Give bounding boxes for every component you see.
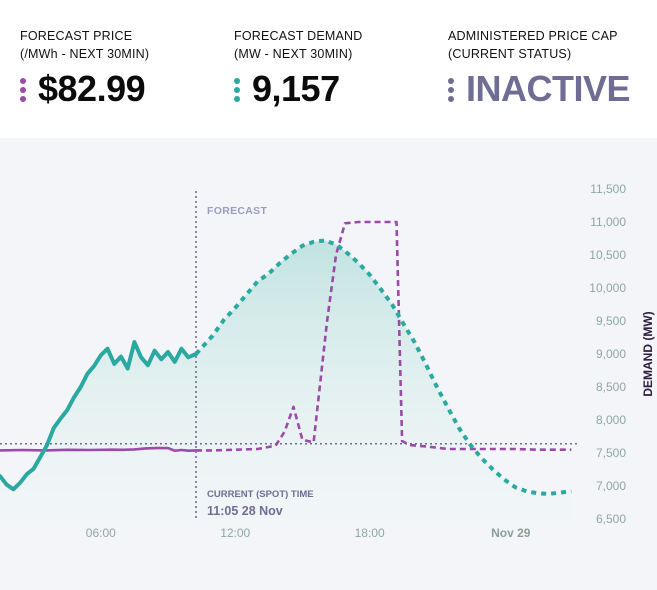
series-demand-forecast <box>194 238 572 496</box>
stat-label: ADMINISTERED PRICE CAP <box>448 29 618 43</box>
y-tick-label: 11,500 <box>590 182 626 196</box>
series-demand-actual <box>0 340 198 492</box>
stat-value: 9,157 <box>252 68 340 109</box>
current-time-value: 11:05 28 Nov <box>207 504 283 518</box>
y-tick-label: 9,500 <box>596 314 626 328</box>
stat-forecast-demand: FORECAST DEMAND (MW - NEXT 30MIN) 9,157 <box>234 27 362 109</box>
stat-sublabel: (CURRENT STATUS) <box>448 47 572 61</box>
series-price-forecast <box>196 220 572 452</box>
stats-header: FORECAST PRICE (/MWh - NEXT 30MIN) $82.9… <box>0 0 657 138</box>
y-tick-label: 11,000 <box>590 215 626 229</box>
stat-sublabel: (MW - NEXT 30MIN) <box>234 47 353 61</box>
y-tick-label: 6,500 <box>596 512 626 526</box>
legend-dots-icon <box>20 78 26 102</box>
y-tick-label: 9,000 <box>596 347 626 361</box>
y-tick-label: 10,000 <box>589 281 626 295</box>
legend-dots-icon <box>448 78 454 102</box>
stat-price-cap: ADMINISTERED PRICE CAP (CURRENT STATUS) … <box>448 27 631 109</box>
stat-label: FORECAST DEMAND <box>234 29 363 43</box>
y-tick-label: 7,500 <box>596 446 626 460</box>
forecast-label: FORECAST <box>207 205 267 217</box>
y-tick-label: 8,500 <box>596 380 626 394</box>
x-tick-label: 12:00 <box>220 526 250 540</box>
stat-forecast-price: FORECAST PRICE (/MWh - NEXT 30MIN) $82.9… <box>20 27 149 109</box>
x-tick-label: 06:00 <box>86 526 116 540</box>
x-tick-label: 18:00 <box>355 526 385 540</box>
x-tick-label: Nov 29 <box>491 526 531 540</box>
stat-value: $82.99 <box>38 68 146 109</box>
y-tick-label: 7,000 <box>596 479 626 493</box>
y-tick-label: 8,000 <box>596 413 626 427</box>
stat-label: FORECAST PRICE <box>20 29 133 43</box>
y-axis-label: DEMAND (MW) <box>641 311 655 396</box>
stat-sublabel: (/MWh - NEXT 30MIN) <box>20 47 150 61</box>
series-price-actual <box>0 446 198 452</box>
stat-value: INACTIVE <box>466 68 631 109</box>
current-time-label: CURRENT (SPOT) TIME <box>207 489 314 500</box>
legend-dots-icon <box>234 78 240 102</box>
y-tick-label: 10,500 <box>589 248 626 262</box>
